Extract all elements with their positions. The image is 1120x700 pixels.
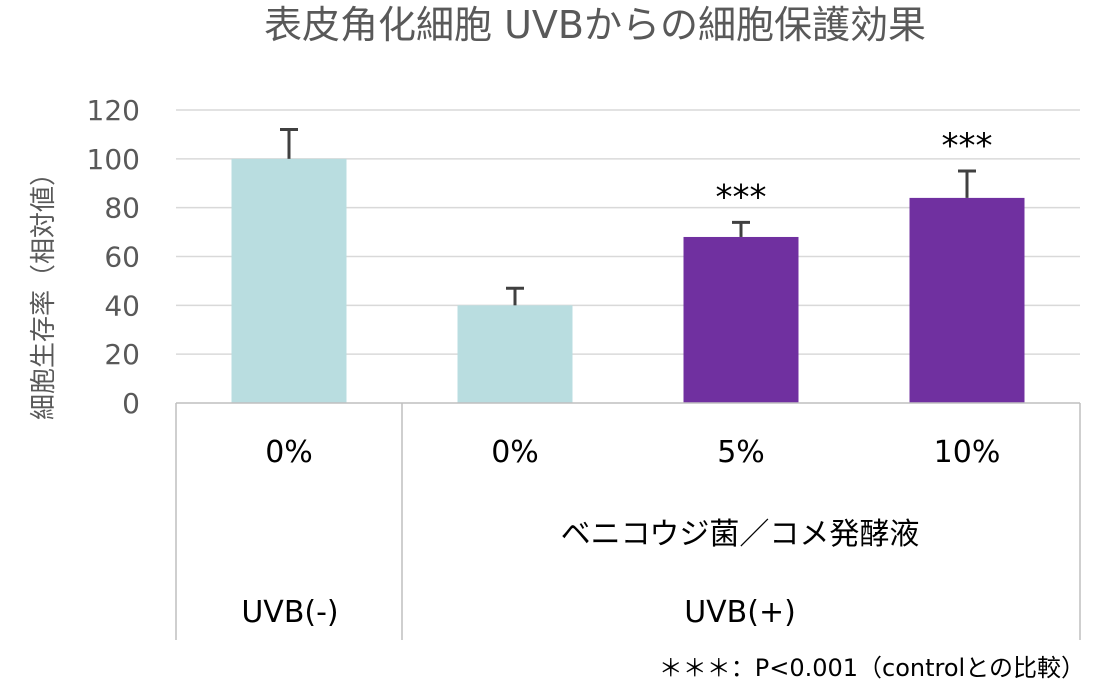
significance-marker: *** — [716, 177, 767, 217]
bar — [457, 305, 573, 403]
y-tick-label: 40 — [104, 289, 140, 322]
y-tick-label: 80 — [104, 192, 140, 225]
bar — [909, 197, 1025, 403]
treatment-label: ベニコウジ菌／コメ発酵液 — [561, 517, 920, 552]
y-axis-label: 細胞生存率（相対値） — [29, 160, 59, 420]
x-tick-label: 10% — [934, 435, 1001, 470]
x-tick-label: 5% — [717, 435, 765, 470]
category-table — [175, 402, 1081, 640]
uvb-plus-label: UVB(+) — [684, 595, 796, 630]
significance-marker: *** — [942, 126, 993, 166]
y-axis-ticks: 0 20 40 60 80 100 120 — [87, 94, 140, 420]
x-tick-label: 0% — [491, 435, 539, 470]
footnote: ＊＊＊：P<0.001（controlとの比較） — [659, 654, 1085, 682]
bar — [231, 158, 347, 403]
bar — [683, 236, 799, 403]
y-tick-label: 20 — [104, 338, 140, 371]
x-tick-label: 0% — [265, 435, 313, 470]
chart-title: 表皮角化細胞 UVBからの細胞保護効果 — [264, 3, 926, 47]
bars — [231, 158, 1025, 403]
y-tick-label: 100 — [87, 143, 140, 176]
y-tick-label: 60 — [104, 241, 140, 274]
uvb-minus-label: UVB(-) — [241, 595, 338, 630]
x-axis-categories: 0% 0% 5% 10% — [265, 435, 1000, 470]
y-tick-label: 0 — [122, 387, 140, 420]
y-tick-label: 120 — [87, 94, 140, 127]
significance-markers: *** *** — [716, 126, 993, 217]
error-bars — [280, 128, 976, 306]
